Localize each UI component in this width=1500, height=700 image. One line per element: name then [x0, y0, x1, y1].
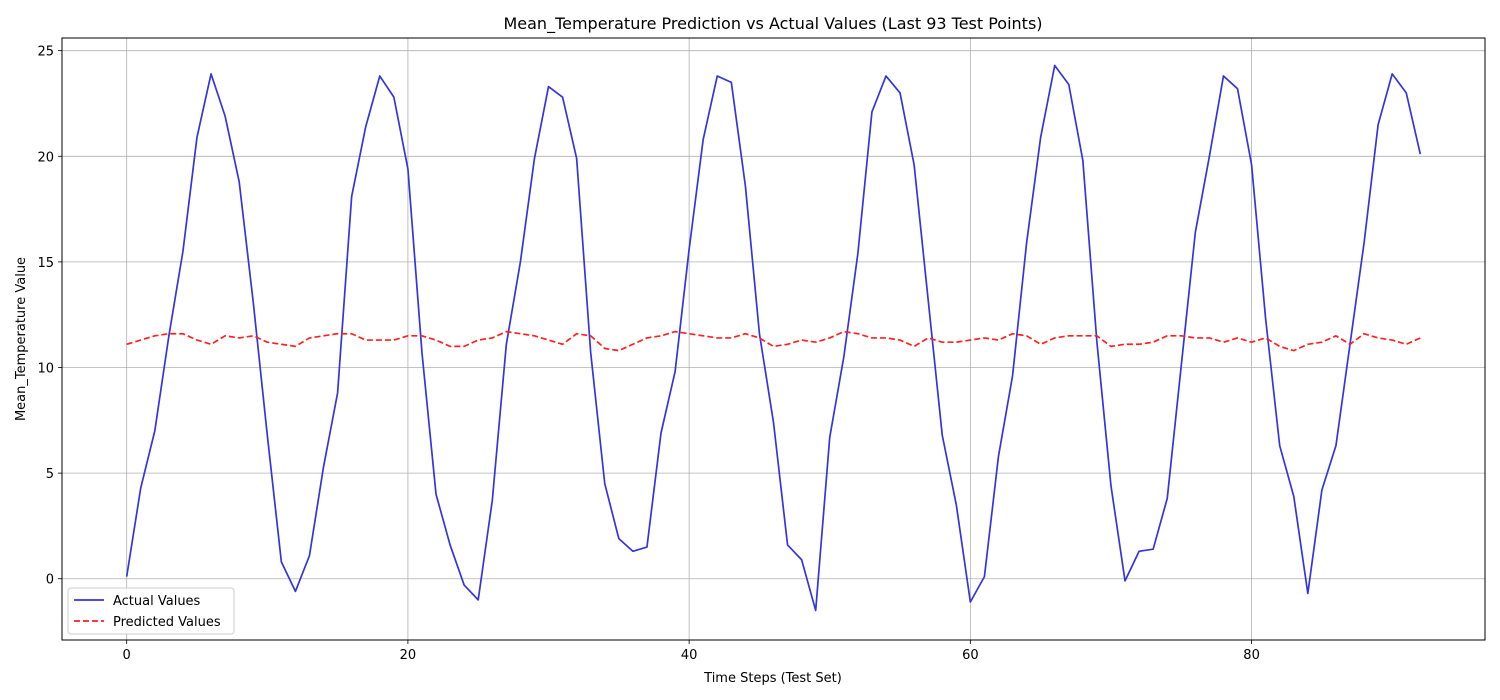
chart-title: Mean_Temperature Prediction vs Actual Va…: [503, 14, 1042, 34]
series-line-predicted: [126, 330, 1421, 352]
series-line-actual: [125, 64, 1422, 612]
x-tick-label: 40: [681, 648, 698, 663]
y-tick-label: 20: [37, 150, 54, 165]
legend-label-predicted: Predicted Values: [113, 615, 221, 630]
legend-label-actual: Actual Values: [113, 594, 201, 609]
x-tick-label: 20: [400, 648, 417, 663]
y-tick-label: 15: [37, 256, 54, 271]
series-layer: [125, 64, 1422, 612]
grid-layer: [62, 38, 1485, 640]
x-tick-label: 80: [1243, 648, 1260, 663]
legend: Actual Values Predicted Values: [67, 587, 235, 635]
x-axis-label: Time Steps (Test Set): [703, 671, 842, 686]
y-tick-label: 5: [46, 467, 54, 482]
y-axis-label: Mean_Temperature Value: [14, 257, 29, 421]
tick-layer: 0 20 40 60 80 0 5 10 15 20 25: [37, 45, 1259, 663]
x-tick-label: 0: [123, 648, 131, 663]
y-tick-label: 0: [46, 573, 54, 588]
x-tick-label: 60: [962, 648, 979, 663]
y-tick-label: 10: [37, 362, 54, 377]
legend-box: [67, 587, 235, 635]
y-tick-label: 25: [37, 45, 54, 60]
plot-frame: [61, 37, 1486, 641]
